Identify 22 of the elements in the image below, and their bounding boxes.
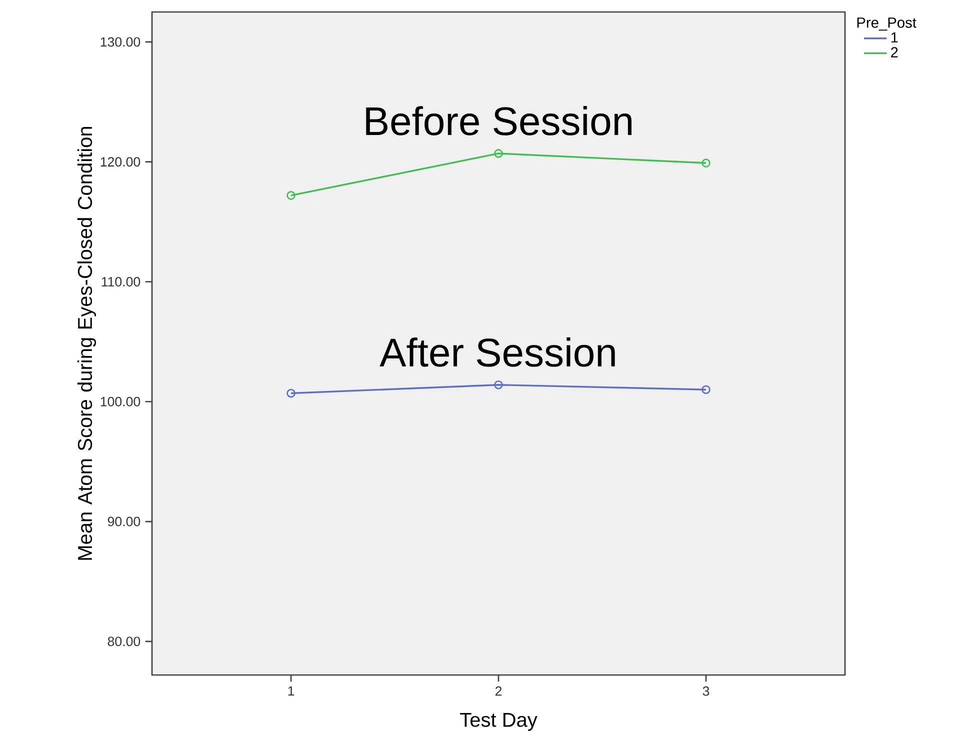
point — [494, 149, 503, 158]
y-tick-label: 90.00 — [108, 516, 140, 526]
annotation: Before Session — [366, 106, 632, 136]
y-tick-label: 130.00 — [100, 37, 140, 47]
y-tick-label: 120.00 — [100, 157, 140, 167]
annotation: After Session — [380, 337, 615, 367]
legend-label: 2 — [891, 47, 898, 58]
legend-label: 1 — [891, 32, 898, 42]
y-tick-label: 100.00 — [100, 396, 140, 406]
point — [494, 380, 503, 390]
point — [286, 388, 296, 398]
y-axis-title: Mean Atom Score during Eyes-Closed Condition — [77, 126, 96, 560]
y-tick-label: 80.00 — [108, 636, 140, 646]
point — [286, 191, 296, 200]
y-tick-label: 110.00 — [102, 277, 140, 286]
point — [702, 158, 710, 168]
x-tick-label: 2 — [495, 686, 502, 696]
x-tick-label: 1 — [288, 686, 294, 696]
point — [702, 385, 710, 394]
legend-title: Pre_Post — [857, 18, 916, 31]
x-axis-title: Test Day — [460, 712, 538, 731]
x-tick-label: 3 — [702, 686, 710, 696]
